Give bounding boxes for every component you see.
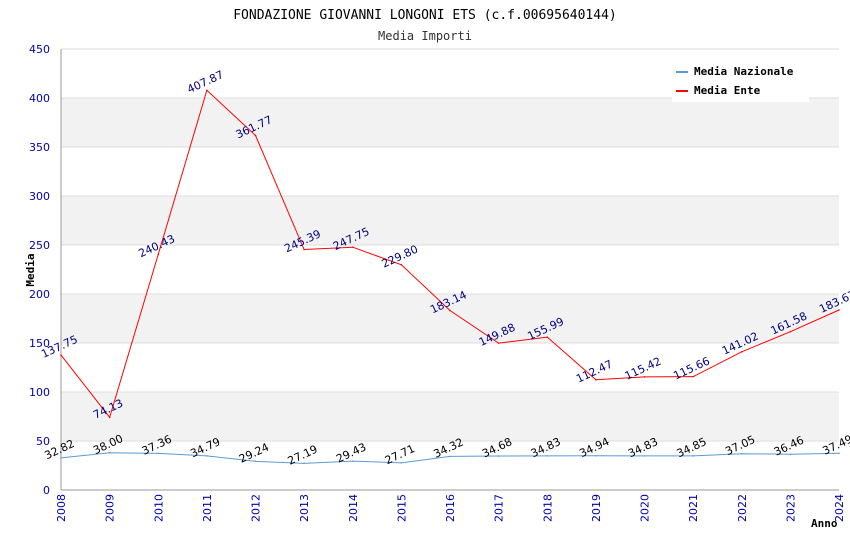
- legend-label-ente: Media Ente: [694, 84, 761, 97]
- data-point: [497, 455, 500, 457]
- data-point: [643, 455, 646, 457]
- grid-band: [61, 196, 839, 245]
- data-point: [254, 134, 257, 137]
- chart-title: FONDAZIONE GIOVANNI LONGONI ETS (c.f.006…: [233, 8, 617, 23]
- x-tick-label: 2018: [541, 494, 554, 522]
- grid-band: [61, 392, 839, 441]
- data-point: [643, 376, 646, 378]
- data-point: [497, 342, 500, 344]
- y-tick-label: 250: [29, 239, 50, 252]
- x-axis-ticks: 2008 2009 2010 2011 2012 2013 2014 2015 2016 2017…: [55, 494, 846, 522]
- data-point: [108, 416, 111, 419]
- data-point: [303, 248, 305, 251]
- grid-band: [61, 147, 839, 196]
- y-tick-label: 200: [29, 288, 50, 301]
- data-point: [400, 263, 403, 266]
- y-tick-label: 400: [29, 92, 50, 105]
- x-tick-label: 2024: [833, 494, 846, 522]
- x-tick-label: 2008: [55, 494, 68, 522]
- grid-band: [61, 98, 839, 147]
- data-point: [157, 452, 160, 455]
- x-tick-label: 2019: [590, 494, 603, 522]
- data-point: [789, 453, 792, 456]
- chart-subtitle: Media Importi: [378, 29, 472, 43]
- x-tick-label: 2009: [104, 494, 117, 522]
- x-axis-label: Anno: [811, 517, 838, 530]
- data-point: [206, 89, 208, 92]
- legend: Media Nazionale Media Ente: [672, 60, 809, 102]
- y-tick-label: 300: [29, 190, 50, 203]
- data-point: [351, 460, 354, 462]
- y-tick-label: 100: [29, 386, 50, 399]
- data-point: [546, 336, 549, 338]
- data-point: [60, 354, 62, 356]
- data-point: [400, 462, 403, 464]
- y-tick-label: 350: [29, 141, 50, 154]
- legend-label-nazionale: Media Nazionale: [694, 65, 794, 78]
- x-tick-label: 2015: [395, 494, 408, 522]
- data-point: [449, 309, 451, 312]
- x-tick-label: 2010: [152, 494, 165, 522]
- data-point: [449, 455, 451, 458]
- axes: [60, 49, 839, 491]
- x-tick-label: 2022: [736, 494, 749, 522]
- data-point: [692, 455, 694, 457]
- x-tick-label: 2023: [784, 494, 797, 522]
- data-point: [740, 351, 743, 353]
- y-axis-ticks: 0 50 100 150 200 250 300 350 400 450: [29, 43, 50, 497]
- data-point: [740, 452, 743, 455]
- data-point: [108, 451, 111, 454]
- data-point: [303, 462, 305, 465]
- series-lines: [60, 89, 840, 465]
- x-tick-label: 2021: [687, 494, 700, 522]
- data-point: [838, 309, 840, 311]
- data-point: [595, 378, 597, 381]
- plot-background: [61, 49, 839, 490]
- data-point: [206, 455, 208, 457]
- data-point: [254, 460, 257, 463]
- y-tick-label: 450: [29, 43, 50, 56]
- data-point: [546, 455, 549, 457]
- gridlines: [61, 48, 839, 491]
- data-point: [838, 452, 840, 455]
- grid-band: [61, 343, 839, 392]
- data-point: [789, 330, 792, 333]
- legend-box: [672, 60, 809, 102]
- y-tick-label: 0: [43, 484, 50, 497]
- x-tick-label: 2013: [298, 494, 311, 522]
- y-axis-label: Media: [24, 253, 37, 286]
- grid-band: [61, 441, 839, 490]
- data-point: [60, 457, 62, 459]
- x-tick-label: 2014: [347, 494, 360, 522]
- data-point: [157, 253, 160, 256]
- x-tick-label: 2016: [444, 494, 457, 522]
- data-point: [351, 246, 354, 249]
- data-point: [692, 375, 694, 378]
- grid-band: [61, 294, 839, 343]
- x-tick-label: 2020: [639, 494, 652, 522]
- y-tick-label: 150: [29, 337, 50, 350]
- x-tick-label: 2017: [493, 494, 506, 522]
- data-point: [595, 454, 597, 457]
- grid-band: [61, 245, 839, 294]
- x-tick-label: 2012: [250, 494, 263, 522]
- y-tick-label: 50: [36, 435, 50, 448]
- x-tick-label: 2011: [201, 494, 214, 522]
